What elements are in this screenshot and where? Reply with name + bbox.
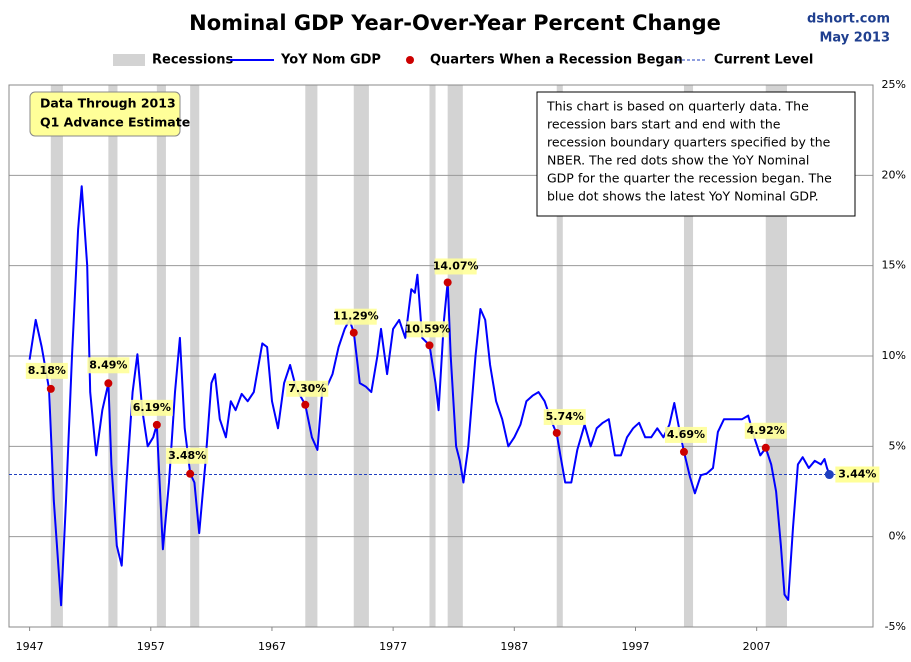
y-tick-label: 15% [882, 259, 906, 272]
note-frame [536, 91, 856, 217]
recession-start-dot [679, 447, 688, 456]
data-label: 6.19% [133, 401, 171, 414]
recession-start-dot [301, 400, 310, 409]
note-text: NBER. The red dots show the YoY Nominal [547, 153, 809, 168]
legend-label: Quarters When a Recession Began [430, 53, 683, 68]
data-label-bg [835, 466, 880, 483]
data-label: 4.69% [667, 428, 705, 441]
data-label: 7.30% [288, 382, 326, 395]
data-label: 3.48% [168, 449, 206, 462]
legend: Recessions YoY Nom GDP Quarters When a R… [113, 53, 813, 68]
data-label-bg [286, 380, 329, 397]
chart-title: Nominal GDP Year-Over-Year Percent Chang… [189, 11, 721, 35]
data-label-bg [434, 258, 477, 275]
x-tick-label: 1957 [137, 640, 165, 653]
current-dot [824, 470, 834, 480]
recession-start-dot [552, 428, 561, 437]
data-label-bg [166, 447, 209, 464]
data-box-frame [29, 91, 181, 137]
recession-start-dot [104, 379, 113, 388]
recession-start-dot [761, 443, 770, 452]
note-text: blue dot shows the latest YoY Nominal GD… [547, 189, 819, 204]
x-tick-label: 2007 [743, 640, 771, 653]
legend-label: Recessions [152, 53, 233, 68]
data-label: 4.92% [747, 424, 785, 437]
data-box: Data Through 2013 Q1 Advance Estimate [29, 91, 190, 137]
data-label: 5.74% [546, 410, 584, 423]
data-label-bg [334, 308, 377, 325]
recession-start-dot [443, 278, 452, 287]
y-tick-label: 25% [882, 78, 906, 91]
y-tick-label: 20% [882, 168, 906, 181]
legend-swatch [113, 54, 145, 66]
data-label-bg [130, 399, 173, 416]
y-tick-label: 0% [889, 530, 906, 543]
note-box: This chart is based on quarterly data. T… [536, 91, 856, 217]
recession-start-dot [152, 420, 161, 429]
note-text: This chart is based on quarterly data. T… [546, 99, 809, 114]
recession-start-dot [425, 341, 434, 350]
data-label: 8.18% [28, 364, 66, 377]
data-box-text: Q1 Advance Estimate [40, 115, 190, 130]
data-label: 14.07% [433, 259, 479, 272]
y-tick-label: 5% [889, 439, 906, 452]
data-label: 3.44% [838, 468, 876, 481]
gdp-line [28, 185, 831, 607]
note-text: recession bars start and end with the [547, 117, 781, 132]
data-label-bg [664, 426, 707, 443]
x-tick-label: 1987 [500, 640, 528, 653]
recession-start-dot [349, 328, 358, 337]
source: dshort.com [807, 12, 890, 27]
legend-swatch [406, 56, 414, 64]
recession-start-dot [46, 384, 55, 393]
x-tick-label: 1967 [258, 640, 286, 653]
legend-label: YoY Nom GDP [280, 53, 381, 68]
data-label: 10.59% [405, 322, 451, 335]
data-label-bg [87, 357, 130, 374]
data-label-bg [406, 321, 449, 338]
data-box-text: Data Through 2013 [40, 96, 176, 111]
data-label-bg [25, 362, 68, 379]
note-text: GDP for the quarter the recession began.… [547, 171, 832, 186]
note-text: recession boundary quarters specified by… [547, 135, 831, 150]
y-tick-label: 10% [882, 349, 906, 362]
data-label-bg [744, 422, 787, 439]
x-tick-label: 1947 [16, 640, 44, 653]
recession-start-dot [186, 469, 195, 478]
data-label-bg [543, 408, 586, 425]
date: May 2013 [820, 31, 891, 46]
plot-frame [8, 84, 874, 628]
x-tick-label: 1997 [621, 640, 649, 653]
legend-label: Current Level [714, 53, 813, 68]
data-label: 11.29% [333, 310, 379, 323]
y-tick-label: -5% [885, 620, 906, 633]
data-label: 8.49% [89, 358, 127, 371]
x-tick-label: 1977 [379, 640, 407, 653]
